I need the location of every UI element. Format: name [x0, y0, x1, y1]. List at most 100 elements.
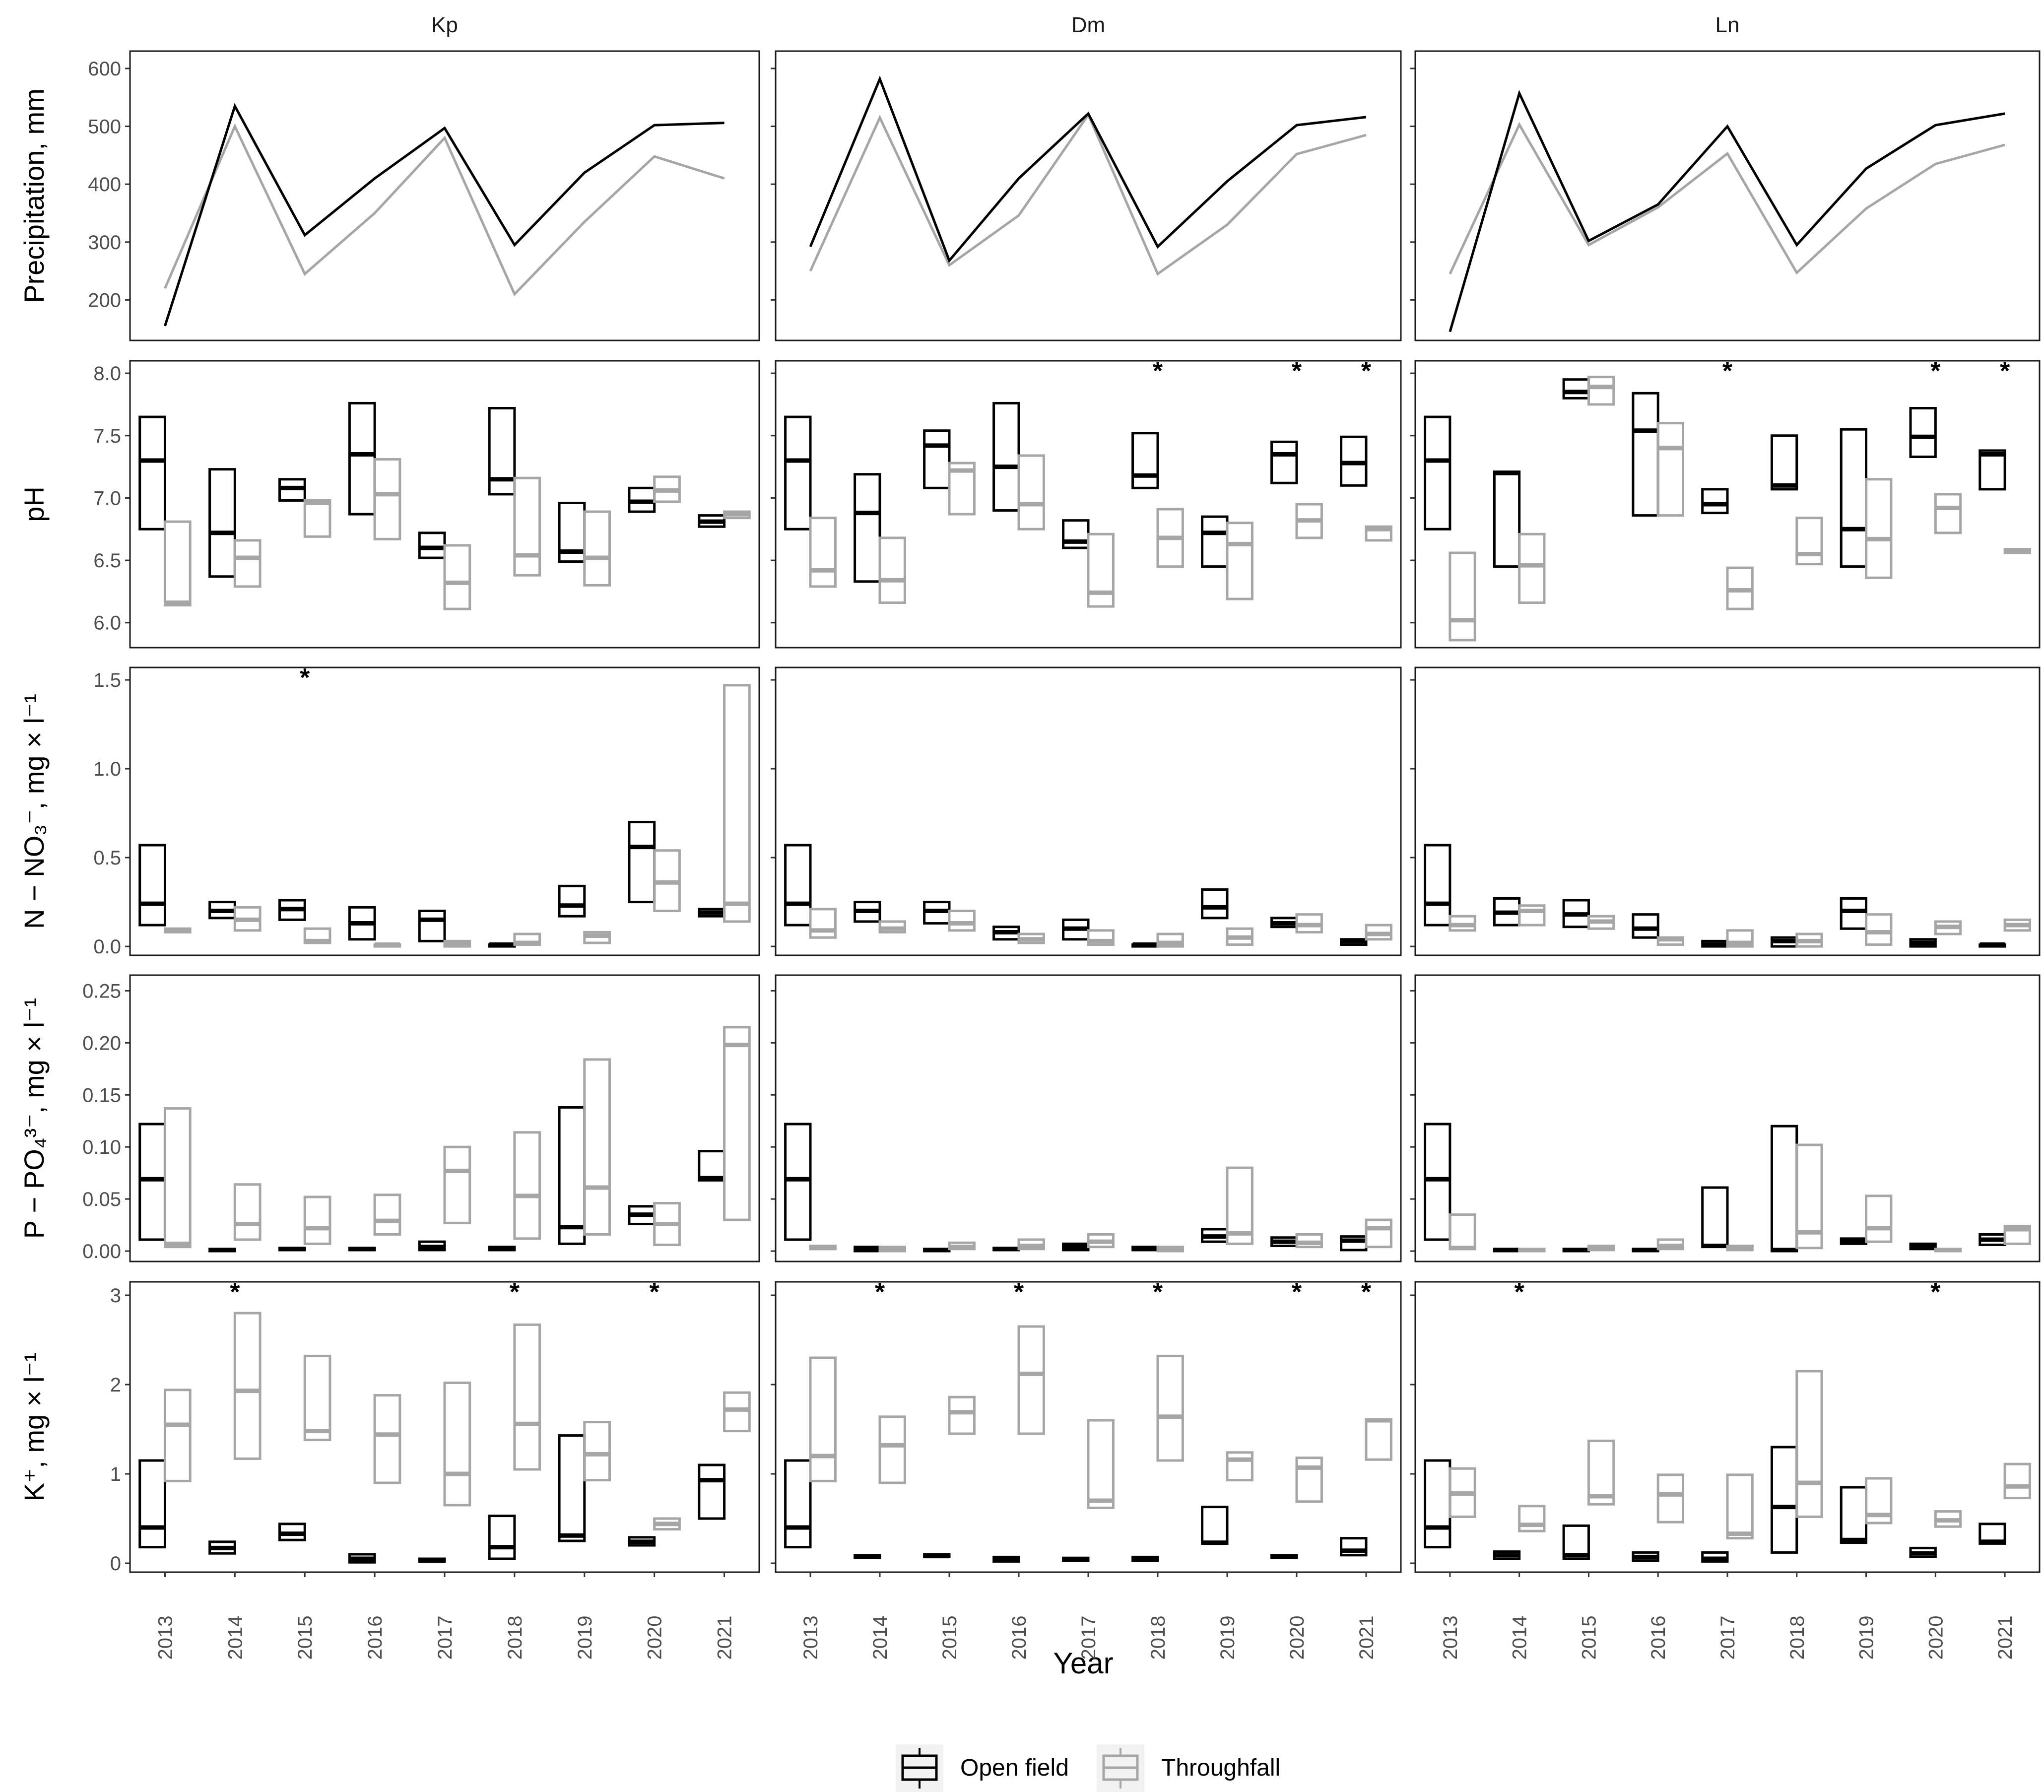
significance-star: * — [1515, 1278, 1525, 1307]
x-tick-label-2018: 2018 — [1147, 1616, 1169, 1660]
facet-label-ln: Ln — [1715, 13, 1740, 37]
box-through-2014 — [1518, 904, 1546, 927]
box-through-2014 — [878, 1415, 906, 1484]
box-through-2013 — [809, 1356, 837, 1482]
significance-star: * — [875, 1278, 885, 1307]
x-tick-label-2014: 2014 — [869, 1616, 891, 1660]
x-tick-label-2013: 2013 — [1440, 1616, 1461, 1660]
box-through-2021 — [2003, 1462, 2031, 1500]
box-open-2013 — [138, 844, 166, 927]
line-open-kp — [164, 103, 725, 327]
panel-frame — [129, 666, 760, 956]
box-through-2013 — [809, 908, 837, 939]
facet-label-kp: Kp — [431, 13, 458, 37]
panel-frame — [1414, 666, 2041, 956]
box-through-2019 — [583, 1058, 611, 1236]
panel-frame — [775, 974, 1402, 1262]
y-tick-label: 0.25 — [82, 980, 121, 1002]
significance-star: * — [1930, 1278, 1941, 1307]
panel-frame — [129, 360, 760, 649]
box-through-2018 — [513, 476, 541, 577]
y-tick-label: 6.0 — [93, 612, 121, 634]
box-through-2017 — [443, 1381, 471, 1507]
y-tick-label: 600 — [88, 58, 121, 80]
box-through-2013 — [163, 1107, 192, 1249]
y-tick-label: 0.15 — [82, 1084, 121, 1106]
y-tick-label: 1 — [110, 1463, 121, 1485]
panel-precip-dm — [771, 50, 1402, 341]
box-through-2017 — [1087, 532, 1115, 608]
box-through-2019 — [1865, 913, 1893, 946]
box-through-2015 — [948, 462, 976, 516]
box-through-2015 — [303, 499, 331, 538]
panel-precip-kp: 200 300 400 500 600 — [88, 50, 760, 341]
box-through-2016 — [1017, 1325, 1045, 1435]
box-through-2019 — [1865, 1477, 1893, 1525]
x-tick-label-2013: 2013 — [800, 1616, 822, 1660]
significance-star: * — [1292, 1278, 1302, 1307]
box-through-2019 — [1226, 1451, 1253, 1482]
y-tick-label: 0.0 — [93, 936, 121, 958]
panel-ph-dm: * * * — [771, 357, 1402, 649]
y-tick-label: 0.20 — [82, 1032, 121, 1054]
significance-star: * — [1292, 357, 1302, 386]
box-through-2016 — [373, 1394, 401, 1484]
box-open-2015 — [1562, 1524, 1590, 1560]
line-open-dm — [809, 75, 1367, 263]
box-open-2017 — [1701, 488, 1729, 515]
x-tick-label-2018: 2018 — [504, 1616, 526, 1660]
box-open-2018 — [488, 1515, 516, 1560]
x-tick-label-2019: 2019 — [1856, 1616, 1878, 1660]
panel-frame — [1414, 50, 2041, 341]
box-through-2017 — [1087, 1419, 1115, 1509]
significance-star: * — [1014, 1278, 1024, 1307]
box-through-2014 — [233, 1183, 262, 1241]
box-open-2019 — [558, 884, 586, 918]
box-open-2021 — [698, 1463, 726, 1520]
panel-po4-kp: 0.00 0.05 0.10 0.15 0.20 0.25 — [82, 974, 760, 1262]
box-through-2014 — [233, 1312, 262, 1460]
y-axis-title-k: K⁺, mg × l⁻¹ — [18, 1352, 50, 1501]
box-through-2014 — [233, 539, 262, 588]
y-tick-label: 8.0 — [93, 363, 121, 385]
panel-frame — [129, 50, 760, 341]
box-through-2021 — [723, 1026, 751, 1221]
y-tick-label: 400 — [88, 174, 121, 196]
panel-ph-kp: 6.0 6.5 7.0 7.5 8.0 — [93, 360, 760, 649]
box-through-2014 — [1518, 532, 1546, 604]
y-tick-label: 7.0 — [93, 487, 121, 509]
box-through-2019 — [1865, 1195, 1893, 1243]
box-open-2013 — [138, 415, 166, 531]
box-through-2013 — [809, 517, 837, 588]
box-through-2015 — [1587, 1439, 1615, 1506]
x-tick-label-2017: 2017 — [1717, 1616, 1739, 1660]
box-through-2016 — [1656, 1473, 1685, 1524]
box-open-2021 — [1978, 449, 2006, 491]
box-through-2018 — [1795, 1370, 1823, 1518]
x-tick-label-2021: 2021 — [1994, 1616, 2016, 1660]
panel-frame — [1414, 360, 2041, 649]
box-through-2017 — [1726, 929, 1754, 948]
box-through-2016 — [373, 458, 401, 540]
box-through-2021 — [723, 684, 751, 923]
box-through-2018 — [513, 1323, 541, 1471]
x-tick-label-2015: 2015 — [294, 1616, 316, 1660]
x-tick-label-2015: 2015 — [939, 1616, 961, 1660]
y-tick-label: 0.10 — [82, 1136, 121, 1158]
y-tick-label: 300 — [88, 232, 121, 254]
box-open-2018 — [1131, 432, 1159, 489]
box-open-2016 — [1632, 913, 1659, 939]
box-through-2015 — [1587, 376, 1615, 406]
significance-star: * — [1361, 357, 1372, 386]
box-through-2018 — [1156, 1354, 1184, 1462]
line-through-ln — [1449, 122, 2005, 275]
y-axis-title-ph: pH — [18, 486, 50, 522]
panel-frame — [775, 666, 1402, 956]
y-tick-label: 6.5 — [93, 550, 121, 572]
y-tick-label: 0 — [110, 1553, 121, 1575]
box-open-2020 — [1270, 440, 1298, 484]
box-through-2018 — [513, 1131, 541, 1240]
box-open-2019 — [558, 1434, 586, 1542]
box-through-2016 — [373, 1194, 401, 1236]
box-through-2021 — [2003, 1225, 2031, 1245]
